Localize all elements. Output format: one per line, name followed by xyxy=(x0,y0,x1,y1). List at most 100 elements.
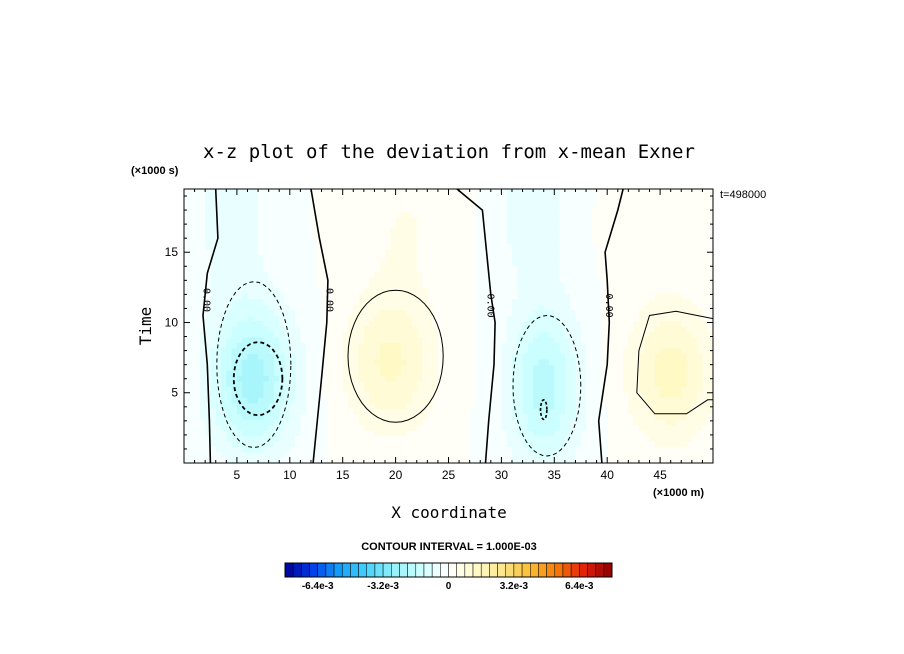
field-cell xyxy=(252,430,259,437)
field-cell xyxy=(644,189,651,196)
field-cell xyxy=(236,260,243,267)
field-cell xyxy=(210,397,217,404)
field-cell xyxy=(681,446,688,453)
field-cell xyxy=(242,457,249,463)
field-cell xyxy=(601,435,608,442)
field-cell xyxy=(633,364,640,371)
field-cell xyxy=(485,315,492,322)
field-cell xyxy=(242,353,249,360)
field-cell xyxy=(247,243,254,250)
field-cell xyxy=(612,380,619,387)
field-cell xyxy=(453,419,460,426)
field-cell xyxy=(379,364,386,371)
field-cell xyxy=(638,413,645,420)
field-cell xyxy=(332,353,339,360)
field-cell xyxy=(559,441,566,448)
field-cell xyxy=(596,210,603,217)
field-cell xyxy=(406,419,413,426)
field-cell xyxy=(612,364,619,371)
field-cell xyxy=(617,446,624,453)
field-cell xyxy=(210,358,217,365)
field-cell xyxy=(369,397,376,404)
field-cell xyxy=(263,413,270,420)
field-cell xyxy=(675,397,682,404)
field-cell xyxy=(422,315,428,322)
field-cell xyxy=(564,227,571,234)
field-cell xyxy=(226,435,233,442)
field-cell xyxy=(273,238,280,245)
field-cell xyxy=(369,424,376,431)
field-cell xyxy=(437,408,444,415)
field-cell xyxy=(469,210,476,217)
field-cell xyxy=(559,430,566,437)
field-cell xyxy=(628,397,635,404)
field-cell xyxy=(231,189,238,196)
field-cell xyxy=(543,358,550,365)
field-cell xyxy=(374,457,381,463)
field-cell xyxy=(575,347,582,354)
field-cell xyxy=(511,326,518,333)
field-cell xyxy=(501,375,508,382)
field-cell xyxy=(459,386,465,393)
field-cell xyxy=(416,298,423,305)
field-cell xyxy=(342,391,349,398)
field-cell xyxy=(506,227,513,234)
field-cell xyxy=(670,347,677,354)
field-cell xyxy=(390,298,397,305)
field-cell xyxy=(422,397,428,404)
field-cell xyxy=(596,271,603,278)
field-cell xyxy=(289,391,296,398)
field-cell xyxy=(215,260,222,267)
field-cell xyxy=(654,249,661,256)
field-cell xyxy=(321,282,328,289)
field-cell xyxy=(464,221,471,228)
field-cell xyxy=(236,424,243,431)
field-cell xyxy=(189,287,196,294)
field-cell xyxy=(549,397,555,404)
field-cell xyxy=(347,315,354,322)
field-cell xyxy=(686,413,693,420)
field-cell xyxy=(633,243,640,250)
field-cell xyxy=(501,265,508,272)
field-cell xyxy=(496,358,502,365)
field-cell xyxy=(501,205,508,212)
field-cell xyxy=(199,408,206,415)
field-cell xyxy=(289,408,296,415)
field-cell xyxy=(607,413,614,420)
field-cell xyxy=(675,430,682,437)
field-cell xyxy=(459,205,465,212)
field-cell xyxy=(310,326,317,333)
field-cell xyxy=(321,238,328,245)
field-cell xyxy=(221,243,227,250)
field-cell xyxy=(511,232,518,239)
field-cell xyxy=(522,336,529,344)
field-cell xyxy=(422,189,428,196)
field-cell xyxy=(189,293,196,300)
field-cell xyxy=(448,232,455,239)
field-cell xyxy=(527,232,534,239)
field-cell xyxy=(226,342,233,349)
field-cell xyxy=(686,380,693,387)
field-cell xyxy=(490,298,497,305)
field-cell xyxy=(559,194,566,201)
field-cell xyxy=(490,435,497,442)
field-cell xyxy=(617,298,624,305)
field-cell xyxy=(691,380,698,387)
field-cell xyxy=(543,271,550,278)
field-cell xyxy=(453,375,460,382)
field-cell xyxy=(379,347,386,354)
field-cell xyxy=(231,358,238,365)
field-cell xyxy=(242,430,249,437)
field-cell xyxy=(570,276,577,283)
field-cell xyxy=(316,205,323,212)
field-cell xyxy=(511,227,518,234)
field-cell xyxy=(374,249,381,256)
field-cell xyxy=(511,364,518,371)
field-cell xyxy=(623,282,629,289)
field-cell xyxy=(406,205,413,212)
field-cell xyxy=(305,249,312,256)
field-cell xyxy=(496,227,502,234)
field-cell xyxy=(236,232,243,239)
field-cell xyxy=(538,216,545,223)
field-cell xyxy=(660,309,666,316)
